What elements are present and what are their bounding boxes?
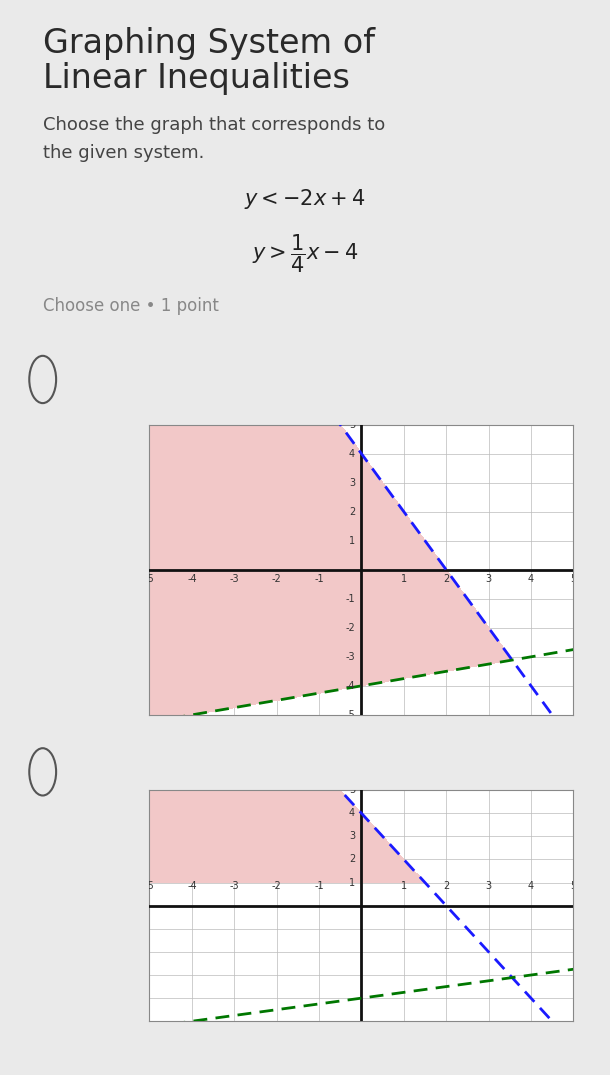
Text: 1: 1: [349, 535, 355, 546]
Text: -4: -4: [187, 882, 196, 891]
Text: 1: 1: [401, 882, 407, 891]
Text: $y > \dfrac{1}{4}x - 4$: $y > \dfrac{1}{4}x - 4$: [252, 232, 358, 275]
Text: -3: -3: [229, 882, 239, 891]
Text: 2: 2: [443, 574, 450, 584]
Text: 4: 4: [528, 882, 534, 891]
Text: 2: 2: [349, 855, 355, 864]
Text: Graphing System of: Graphing System of: [43, 27, 375, 60]
Text: -1: -1: [314, 882, 324, 891]
Text: 1: 1: [401, 574, 407, 584]
Text: 3: 3: [486, 574, 492, 584]
Text: -4: -4: [187, 574, 196, 584]
Text: 2: 2: [349, 506, 355, 517]
Text: -5: -5: [145, 882, 154, 891]
Text: -5: -5: [345, 710, 355, 720]
Text: -1: -1: [345, 593, 355, 604]
Text: -4: -4: [345, 680, 355, 691]
Text: 2: 2: [443, 882, 450, 891]
Text: 4: 4: [349, 448, 355, 459]
Text: 4: 4: [349, 808, 355, 818]
Text: -5: -5: [145, 574, 154, 584]
Text: -2: -2: [272, 574, 281, 584]
Text: 5: 5: [349, 419, 355, 430]
Text: Linear Inequalities: Linear Inequalities: [43, 62, 350, 96]
Text: 5: 5: [570, 574, 576, 584]
Text: 4: 4: [528, 574, 534, 584]
Text: -2: -2: [345, 622, 355, 633]
Text: 1: 1: [349, 877, 355, 888]
Text: -2: -2: [272, 882, 281, 891]
Text: 5: 5: [570, 882, 576, 891]
Text: $y < -2x + 4$: $y < -2x + 4$: [245, 187, 365, 211]
Text: -3: -3: [345, 651, 355, 662]
Text: -3: -3: [229, 574, 239, 584]
Text: 3: 3: [349, 477, 355, 488]
Text: Choose one • 1 point: Choose one • 1 point: [43, 297, 218, 315]
Text: 3: 3: [486, 882, 492, 891]
Text: the given system.: the given system.: [43, 144, 204, 162]
Text: -1: -1: [314, 574, 324, 584]
Text: Choose the graph that corresponds to: Choose the graph that corresponds to: [43, 116, 385, 134]
Text: 5: 5: [349, 785, 355, 796]
Text: 3: 3: [349, 831, 355, 842]
